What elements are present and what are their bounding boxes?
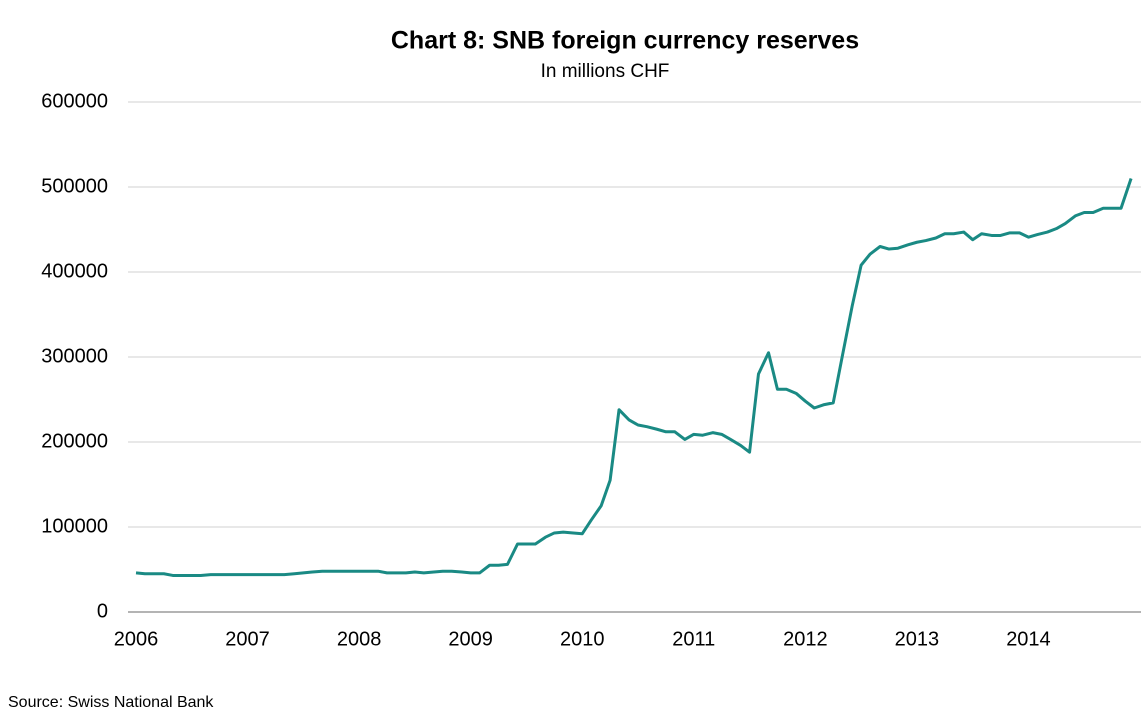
y-tick-label: 500000 <box>41 175 108 197</box>
x-tick-label: 2010 <box>560 628 605 650</box>
x-tick-label: 2011 <box>672 628 715 650</box>
x-tick-label: 2014 <box>1006 628 1051 650</box>
x-tick-label: 2006 <box>114 628 159 650</box>
x-tick-label: 2012 <box>783 628 828 650</box>
x-tick-label: 2008 <box>337 628 382 650</box>
y-tick-label: 400000 <box>41 260 108 282</box>
y-tick-label: 0 <box>97 600 108 622</box>
y-tick-label: 100000 <box>41 515 108 537</box>
source-note: Source: Swiss National Bank <box>8 694 214 711</box>
data-line <box>135 178 1133 577</box>
x-tick-label: 2009 <box>448 628 493 650</box>
y-tick-label: 200000 <box>41 430 108 452</box>
x-tick-label: 2013 <box>895 628 940 650</box>
y-tick-label: 600000 <box>41 90 108 112</box>
y-tick-label: 300000 <box>41 345 108 367</box>
x-tick-label: 2007 <box>225 628 270 650</box>
chart-title: Chart 8: SNB foreign currency reserves <box>391 27 859 55</box>
chart-subtitle: In millions CHF <box>541 61 670 82</box>
